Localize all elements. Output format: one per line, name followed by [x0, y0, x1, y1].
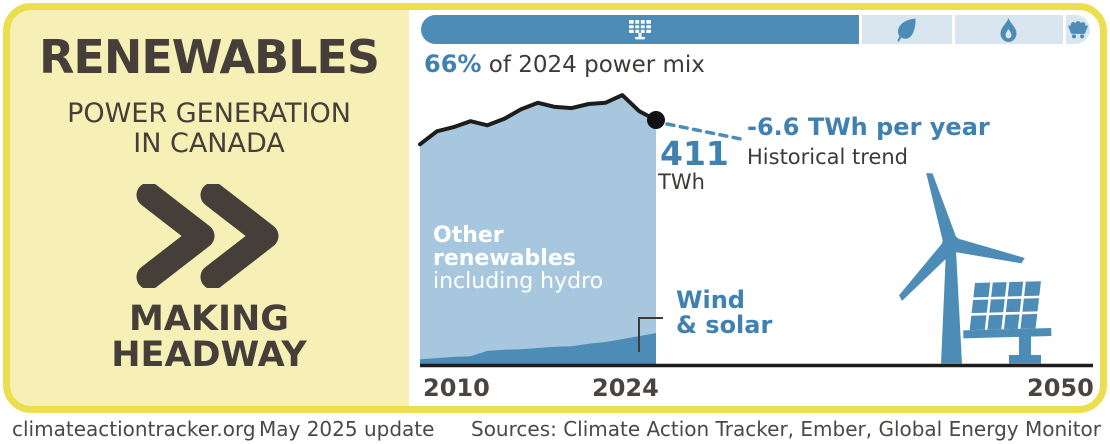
x-tick-2024: 2024 [592, 374, 659, 402]
page-subtitle: POWER GENERATION IN CANADA [10, 99, 408, 159]
trend-label: Historical trend [747, 145, 909, 169]
wind-solar-label: Wind & solar [676, 288, 772, 338]
segment-coal [1065, 15, 1090, 44]
trend-dashed-line [665, 122, 743, 141]
solar-panel-illustration [963, 281, 1052, 364]
status-line-1: MAKING [128, 299, 290, 339]
update-date: May 2025 update [259, 417, 435, 441]
area-label-line-2: renewables [433, 246, 576, 271]
wind-solar-area [420, 333, 656, 364]
subtitle-line-2: IN CANADA [133, 128, 285, 159]
value-unit: TWh [658, 170, 705, 194]
segment-renewables [421, 15, 860, 44]
other-renewables-area [420, 95, 656, 364]
band-label-line-1: Wind [676, 286, 745, 314]
total-generation-line [418, 93, 658, 147]
power-mix-caption: 66% of 2024 power mix [424, 50, 705, 78]
wind-solar-callout-line [638, 317, 663, 352]
x-tick-2050: 2050 [1027, 374, 1094, 402]
wind-turbine-illustration [899, 173, 1025, 364]
site-url: climateactiontracker.org [12, 417, 256, 441]
double-chevron-right-icon [136, 184, 279, 288]
band-label-line-2: & solar [676, 311, 773, 339]
power-mix-bar [421, 15, 1091, 44]
coal-cart-icon [1067, 21, 1088, 39]
power-mix-percent: 66% [424, 50, 482, 78]
left-panel-background [8, 8, 409, 408]
segment-gas [954, 15, 1063, 44]
leaf-icon [897, 18, 916, 42]
x-tick-2010: 2010 [423, 374, 490, 402]
solar-panel-icon [629, 20, 652, 40]
status-line-2: HEADWAY [111, 335, 307, 375]
sources-credit: Sources: Climate Action Tracker, Ember, … [471, 417, 1101, 441]
subtitle-line-1: POWER GENERATION [67, 98, 351, 129]
flame-icon [1000, 17, 1017, 42]
value-2024-dot [647, 111, 665, 129]
other-renewables-label: Other renewables including hydro [433, 224, 603, 293]
area-label-line-3: including hydro [433, 269, 604, 294]
trend-value: -6.6 TWh per year [747, 113, 990, 141]
area-label-line-1: Other [433, 223, 504, 248]
segment-bioenergy [862, 15, 952, 44]
status-text: MAKING HEADWAY [10, 301, 408, 373]
value-2024: 411 [660, 134, 729, 173]
power-mix-caption-text: of 2024 power mix [481, 52, 705, 78]
page-title: RENEWABLES [39, 30, 380, 84]
